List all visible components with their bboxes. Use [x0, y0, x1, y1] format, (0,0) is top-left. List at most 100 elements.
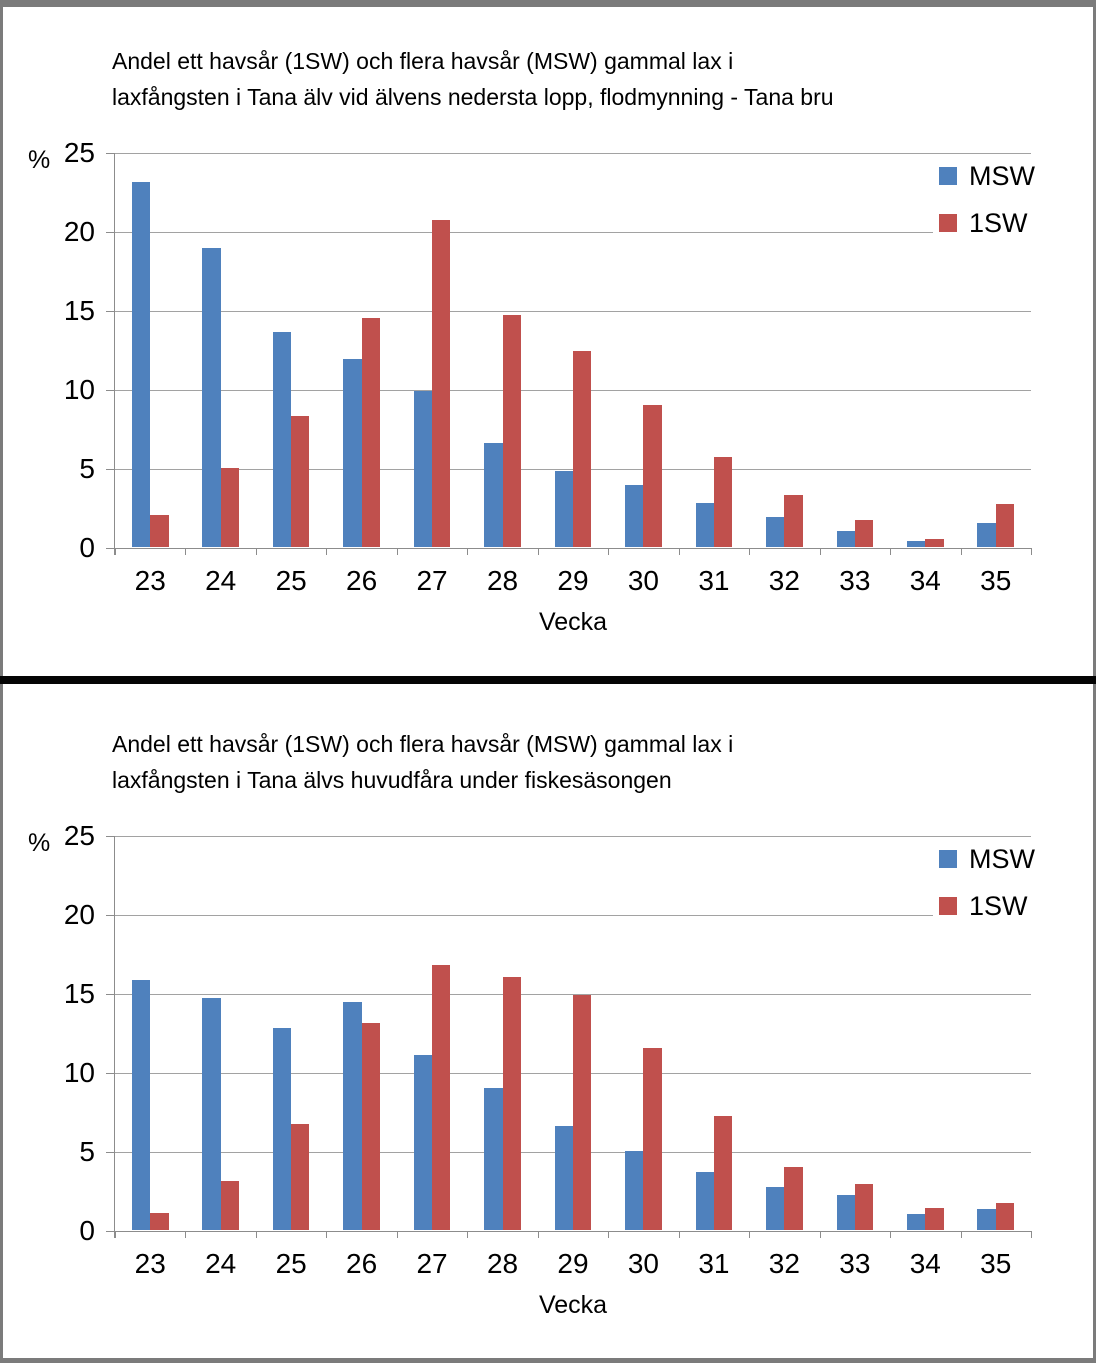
legend-swatch-msw: [939, 850, 957, 868]
x-tick-label-30: 30: [627, 565, 660, 596]
y-axis-tick-5: [106, 1152, 115, 1153]
y-axis-tick-25: [106, 153, 115, 154]
x-tick-label-31: 31: [698, 1248, 730, 1279]
bar-1sw-week-34: [925, 539, 944, 547]
bar-1sw-week-30: [643, 1048, 662, 1230]
x-axis-tick: [397, 548, 398, 555]
y-axis-unit-label: %: [28, 829, 51, 857]
x-axis-tick: [961, 1231, 962, 1238]
x-axis-tick: [679, 1231, 680, 1238]
x-axis-tick: [467, 548, 468, 555]
gridline-25: [115, 836, 1031, 837]
x-axis-title: Vecka: [538, 1291, 608, 1319]
bar-msw-week-25: [272, 1027, 292, 1230]
y-tick-label-25: 25: [63, 137, 95, 168]
x-tick-label-26: 26: [346, 1248, 378, 1279]
x-axis-tick: [256, 1231, 257, 1238]
bar-1sw-week-33: [854, 1184, 874, 1230]
bar-msw-week-23: [131, 182, 151, 547]
x-tick-label-27: 27: [416, 565, 448, 596]
x-axis-tick: [115, 548, 116, 555]
bar-1sw-week-34: [925, 1207, 944, 1230]
plot-area: 0 5 10 15 20 25 23 24 25 26 27 28 29 30 31 32 33 34 35 MSW 1…: [64, 820, 1039, 1279]
bar-1sw-week-26: [361, 1023, 380, 1230]
bar-1sw-week-30: [643, 404, 662, 547]
x-axis-tick: [397, 1231, 398, 1238]
x-tick-label-28: 28: [486, 565, 519, 596]
panel-divider: [0, 676, 1096, 684]
y-axis-tick-25: [106, 836, 115, 837]
bar-1sw-week-23: [150, 515, 169, 547]
y-tick-label-25: 25: [63, 820, 95, 851]
y-tick-label-15: 15: [63, 295, 95, 326]
y-tick-label-15: 15: [63, 978, 95, 1009]
x-axis-tick: [749, 1231, 750, 1238]
y-axis-tick-5: [106, 469, 115, 470]
x-tick-label-35: 35: [980, 565, 1012, 596]
gridline-15: [115, 311, 1031, 312]
bar-msw-week-34: [906, 1214, 926, 1230]
y-axis-line: [114, 153, 115, 555]
y-tick-label-5: 5: [79, 1136, 95, 1167]
x-tick-label-34: 34: [909, 1248, 941, 1279]
bar-msw-week-33: [836, 531, 855, 547]
bar-msw-week-31: [695, 1171, 714, 1230]
bar-1sw-week-23: [150, 1212, 169, 1230]
bar-1sw-week-26: [361, 317, 380, 547]
bar-msw-week-30: [625, 485, 644, 547]
y-tick-label-20: 20: [63, 216, 95, 247]
x-axis-tick: [256, 548, 257, 555]
x-axis-tick: [1031, 1231, 1032, 1238]
y-axis-tick-15: [106, 994, 115, 995]
bar-1sw-week-25: [291, 415, 310, 547]
y-axis-tick-10: [106, 390, 115, 391]
gridline-15: [115, 994, 1031, 995]
bar-msw-week-29: [554, 1125, 573, 1230]
legend-item-msw: MSW: [939, 843, 1035, 875]
gridline-0: [115, 1231, 1031, 1232]
x-tick-label-34: 34: [909, 565, 941, 596]
bar-msw-week-24: [202, 248, 221, 547]
x-axis-title: Vecka: [538, 608, 608, 636]
x-axis-tick: [679, 548, 680, 555]
x-tick-label-31: 31: [698, 565, 730, 596]
x-tick-label-35: 35: [980, 1248, 1012, 1279]
x-tick-label-24: 24: [205, 1248, 237, 1279]
bar-msw-week-25: [272, 332, 292, 547]
bar-1sw-week-31: [713, 1116, 733, 1230]
x-axis-tick: [749, 548, 750, 555]
bar-1sw-week-33: [854, 520, 874, 547]
legend-label-1sw: 1SW: [969, 890, 1028, 921]
x-tick-label-33: 33: [839, 565, 871, 596]
chart-title: Andel ett havsår (1SW) och flera havsår …: [112, 43, 834, 115]
y-tick-label-20: 20: [63, 899, 95, 930]
y-axis-tick-0: [106, 1231, 115, 1232]
legend-item-1sw: 1SW: [939, 207, 1035, 239]
x-axis-tick: [538, 1231, 539, 1238]
x-axis-tick: [820, 548, 821, 555]
y-axis-tick-15: [106, 311, 115, 312]
x-axis-tick: [185, 1231, 186, 1238]
chart-panel-lower: Andel ett havsår (1SW) och flera havsår …: [3, 684, 1093, 1358]
y-tick-label-5: 5: [79, 453, 95, 484]
bar-msw-week-26: [343, 1002, 362, 1230]
y-axis-line: [114, 836, 115, 1238]
y-tick-label-0: 0: [79, 1215, 95, 1246]
bar-1sw-week-27: [432, 964, 451, 1230]
gridline-20: [115, 915, 1031, 916]
bar-1sw-week-28: [502, 314, 521, 547]
bar-msw-week-31: [695, 502, 714, 547]
bar-msw-week-27: [413, 390, 433, 547]
x-tick-label-32: 32: [768, 1248, 800, 1279]
y-axis-tick-20: [106, 915, 115, 916]
bar-msw-week-23: [131, 980, 151, 1230]
x-tick-label-25: 25: [275, 1248, 307, 1279]
bar-msw-week-30: [625, 1151, 644, 1230]
x-tick-label-32: 32: [768, 565, 800, 596]
bar-msw-week-34: [906, 540, 926, 547]
gridline-25: [115, 153, 1031, 154]
x-axis-tick: [467, 1231, 468, 1238]
x-tick-label-28: 28: [486, 1248, 519, 1279]
x-axis-tick: [890, 548, 891, 555]
